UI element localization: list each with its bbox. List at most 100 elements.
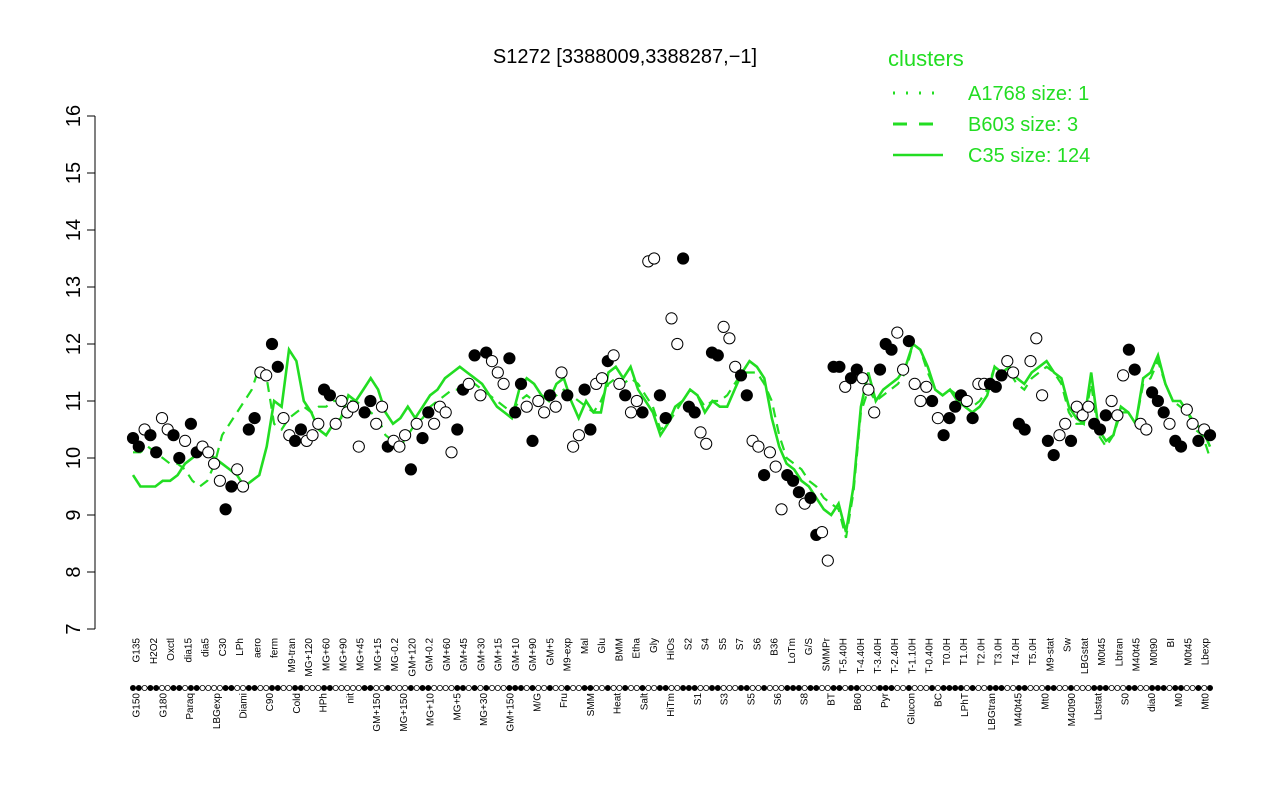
data-point <box>346 400 360 413</box>
x-tick-label-top: dia15 <box>183 638 194 663</box>
data-point <box>1151 394 1165 408</box>
data-point <box>885 343 898 356</box>
data-point <box>1146 386 1159 399</box>
data-point <box>821 554 834 567</box>
data-point <box>833 360 846 373</box>
rug-marker <box>622 685 629 692</box>
x-tick-label-top: BMM <box>614 638 625 661</box>
rug-marker <box>1033 685 1040 692</box>
data-point <box>155 412 169 425</box>
x-tick-label-bottom: Heat <box>613 693 624 714</box>
data-point <box>897 363 910 376</box>
rug-marker <box>645 685 652 692</box>
x-tick-label-bottom: S3 <box>720 693 731 706</box>
rug-marker <box>946 685 953 692</box>
x-tick-label-bottom: Paraq <box>185 693 196 720</box>
rug-marker <box>199 685 206 692</box>
data-point <box>567 440 580 453</box>
rug-marker <box>969 685 976 692</box>
rug-marker <box>494 685 501 692</box>
rug-marker <box>888 685 895 692</box>
rug-marker <box>459 685 466 692</box>
data-point <box>358 406 371 419</box>
rug-marker <box>129 685 136 692</box>
rug-marker <box>535 685 542 692</box>
x-tick-label-bottom: MG+150 <box>399 693 410 732</box>
data-point <box>375 400 389 413</box>
rug-marker <box>1010 685 1017 692</box>
x-tick-label-top: B36 <box>770 638 781 656</box>
x-tick-label-top: SMMPr <box>821 637 832 671</box>
rug-marker <box>518 685 525 692</box>
data-point <box>584 423 597 436</box>
data-point <box>792 486 806 499</box>
rug-marker <box>512 685 519 692</box>
rug-marker <box>824 685 831 692</box>
rug-marker <box>882 685 889 692</box>
legend: clusters A1768 size: 1 B603 size: 3 C35 si… <box>888 46 1090 167</box>
rug-marker <box>975 685 982 692</box>
data-point <box>578 383 591 396</box>
x-tick-label-top: M0t45 <box>1097 638 1108 666</box>
rug-marker <box>987 685 994 692</box>
rug-marker <box>1027 685 1034 692</box>
data-point <box>769 460 782 473</box>
x-tick-label-bottom: Cold <box>292 693 303 714</box>
rug-marker <box>720 685 727 692</box>
x-tick-label-bottom: Pyr <box>880 692 891 708</box>
rug-marker <box>1015 685 1022 692</box>
rug-marker <box>373 685 380 692</box>
rug-marker <box>714 685 721 692</box>
rug-marker <box>483 685 490 692</box>
data-point <box>474 389 487 402</box>
rug-marker <box>836 685 843 692</box>
x-tick-label-bottom: LBGexp <box>212 693 223 730</box>
x-tick-label-top: T3.0H <box>994 638 1005 665</box>
data-point <box>225 480 238 493</box>
rug-marker <box>1102 685 1109 692</box>
data-point <box>630 394 643 408</box>
x-tick-label-bottom: M0 <box>1174 693 1185 707</box>
x-tick-label-top: S7 <box>735 638 746 651</box>
data-point <box>862 383 875 396</box>
rug-marker <box>894 685 901 692</box>
x-tick-label-top: M9-exp <box>563 638 574 672</box>
y-tick-label: 13 <box>63 276 85 298</box>
data-point <box>763 446 777 459</box>
rug-marker <box>541 685 548 692</box>
data-point <box>1140 423 1153 436</box>
x-tick-label-top: T2.0H <box>977 638 988 665</box>
rug-marker <box>848 685 855 692</box>
data-point <box>468 349 481 362</box>
rug-marker <box>1178 685 1185 692</box>
data-point <box>758 469 771 482</box>
data-point <box>1099 409 1112 422</box>
rug-marker <box>564 685 571 692</box>
rug-marker <box>790 685 797 692</box>
data-point <box>694 426 707 439</box>
x-tick-label-top: MG-0.2 <box>390 638 401 672</box>
rug-marker <box>743 685 750 692</box>
rug-marker <box>211 685 218 692</box>
rug-marker <box>923 685 930 692</box>
rug-marker <box>917 685 924 692</box>
x-tick-label-top: LPh <box>235 638 246 656</box>
rug-marker <box>1189 685 1196 692</box>
x-axis-labels: G135 H2O2 Oxctl dia15 dia5 C30 LPh aero ferm M9-t… <box>132 637 1212 731</box>
data-point <box>665 312 678 325</box>
data-point <box>752 440 765 453</box>
rug-marker <box>326 685 333 692</box>
x-tick-label-bottom: SMM <box>586 693 597 716</box>
rug-marker <box>593 685 600 692</box>
data-point <box>1059 417 1072 430</box>
data-point <box>306 429 319 442</box>
rug-marker <box>1073 685 1080 692</box>
rug-marker <box>738 685 745 692</box>
x-tick-label-top: T1.0H <box>959 638 970 665</box>
rug-marker <box>170 685 177 692</box>
rug-marker <box>801 685 808 692</box>
rug-marker <box>1044 685 1051 692</box>
x-tick-label-top: MG+90 <box>339 638 350 672</box>
rug-marker <box>263 685 270 692</box>
